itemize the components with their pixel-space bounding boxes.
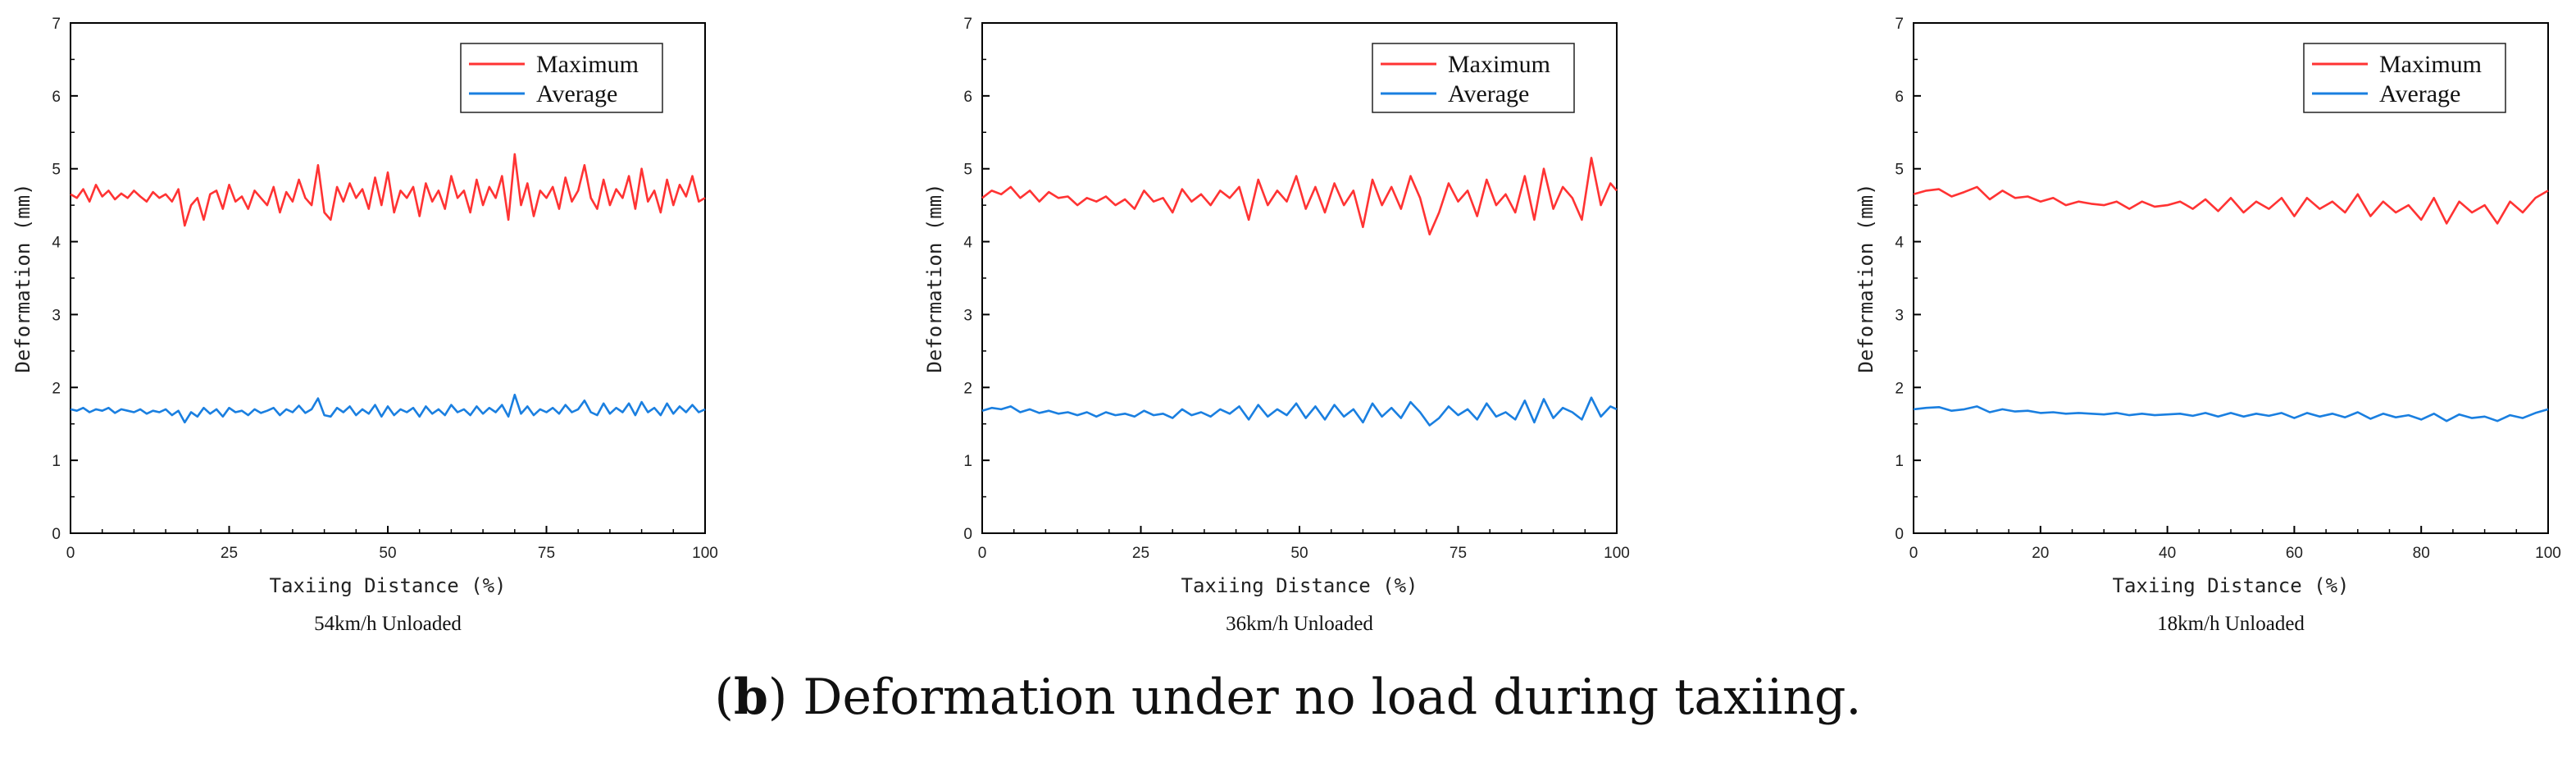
x-tick-label: 100 xyxy=(692,545,718,562)
series-line-average xyxy=(981,396,1618,427)
x-tick-label: 0 xyxy=(1909,545,1918,562)
y-tick-label: 3 xyxy=(1895,307,1904,324)
chart-18kmh: 0 1 2 3 4 5 6 7 0 20 40 60 80 100 Taxiing Distance (%)… xyxy=(1855,16,2561,635)
figure-caption: (b) Deformation under no load during tax… xyxy=(714,669,1862,726)
x-tick-label: 50 xyxy=(1290,545,1308,562)
x-tick-label: 75 xyxy=(1450,545,1467,562)
y-tick-label: 3 xyxy=(963,307,972,324)
x-tick-label: 100 xyxy=(2535,545,2561,562)
y-tick-label: 0 xyxy=(963,526,972,543)
x-tick-label: 50 xyxy=(379,545,396,562)
chart-54kmh: 0 1 2 3 4 5 6 7 0 25 50 75 100 Taxiing Distance (%) De… xyxy=(11,16,718,635)
y-tick-label: 5 xyxy=(963,162,972,179)
series-line-average xyxy=(1913,405,2549,422)
y-axis-label: Deformation (mm) xyxy=(923,183,946,372)
y-tick-label: 1 xyxy=(963,453,972,470)
y-tick-label: 4 xyxy=(963,235,972,252)
y-tick-label: 7 xyxy=(963,16,972,33)
y-tick-label: 4 xyxy=(52,235,61,252)
x-tick-label: 80 xyxy=(2413,545,2430,562)
caption-text: Deformation under no load during taxiing… xyxy=(803,669,1862,726)
x-tick-label: 0 xyxy=(978,545,987,562)
y-tick-label: 2 xyxy=(963,380,972,397)
y-tick-label: 5 xyxy=(1895,162,1904,179)
series-line-maximum xyxy=(70,153,706,227)
y-tick-label: 1 xyxy=(52,453,61,470)
y-tick-label: 2 xyxy=(52,380,61,397)
x-tick-label: 25 xyxy=(221,545,238,562)
chart-subtitle: 36km/h Unloaded xyxy=(1226,613,1373,635)
y-tick-label: 6 xyxy=(52,89,61,106)
y-tick-label: 1 xyxy=(1895,453,1904,470)
y-axis-label: Deformation (mm) xyxy=(1855,183,1877,372)
legend-label-maximum: Maximum xyxy=(1448,51,1550,78)
x-axis-label: Taxiing Distance (%) xyxy=(1181,574,1418,597)
legend-label-average: Average xyxy=(536,80,617,107)
chart-36kmh: 0 1 2 3 4 5 6 7 0 25 50 75 100 Taxiing Distance (%) De… xyxy=(923,16,1630,635)
x-tick-label: 75 xyxy=(538,545,555,562)
legend-label-maximum: Maximum xyxy=(2379,51,2482,78)
x-axis-label: Taxiing Distance (%) xyxy=(270,574,507,597)
y-tick-label: 2 xyxy=(1895,380,1904,397)
caption-label: b xyxy=(733,669,768,726)
x-tick-label: 100 xyxy=(1604,545,1630,562)
y-tick-label: 6 xyxy=(963,89,972,106)
series-line-average xyxy=(70,393,706,424)
legend-box xyxy=(1372,43,1575,113)
y-tick-label: 5 xyxy=(52,162,61,179)
legend-label-average: Average xyxy=(1448,80,1529,107)
legend-box xyxy=(2303,43,2506,113)
x-tick-label: 40 xyxy=(2159,545,2176,562)
y-tick-label: 7 xyxy=(1895,16,1904,33)
x-tick-label: 25 xyxy=(1132,545,1149,562)
y-axis-label: Deformation (mm) xyxy=(11,183,34,372)
series-line-maximum xyxy=(981,157,1618,236)
charts-row: 0 1 2 3 4 5 6 7 0 25 50 75 100 Taxiing Distance (%) De… xyxy=(11,16,2561,635)
y-tick-label: 4 xyxy=(1895,235,1904,252)
x-axis-label: Taxiing Distance (%) xyxy=(2113,574,2350,597)
legend-label-average: Average xyxy=(2379,80,2460,107)
x-tick-label: 20 xyxy=(2032,545,2049,562)
chart-subtitle: 54km/h Unloaded xyxy=(314,613,462,635)
legend-label-maximum: Maximum xyxy=(536,51,639,78)
x-tick-label: 60 xyxy=(2286,545,2303,562)
series-line-maximum xyxy=(1913,185,2549,225)
y-tick-label: 7 xyxy=(52,16,61,33)
legend-box xyxy=(460,43,663,113)
y-tick-label: 3 xyxy=(52,307,61,324)
chart-subtitle: 18km/h Unloaded xyxy=(2157,613,2305,635)
x-tick-label: 0 xyxy=(66,545,75,562)
y-tick-label: 0 xyxy=(1895,526,1904,543)
y-tick-label: 0 xyxy=(52,526,61,543)
y-tick-label: 6 xyxy=(1895,89,1904,106)
